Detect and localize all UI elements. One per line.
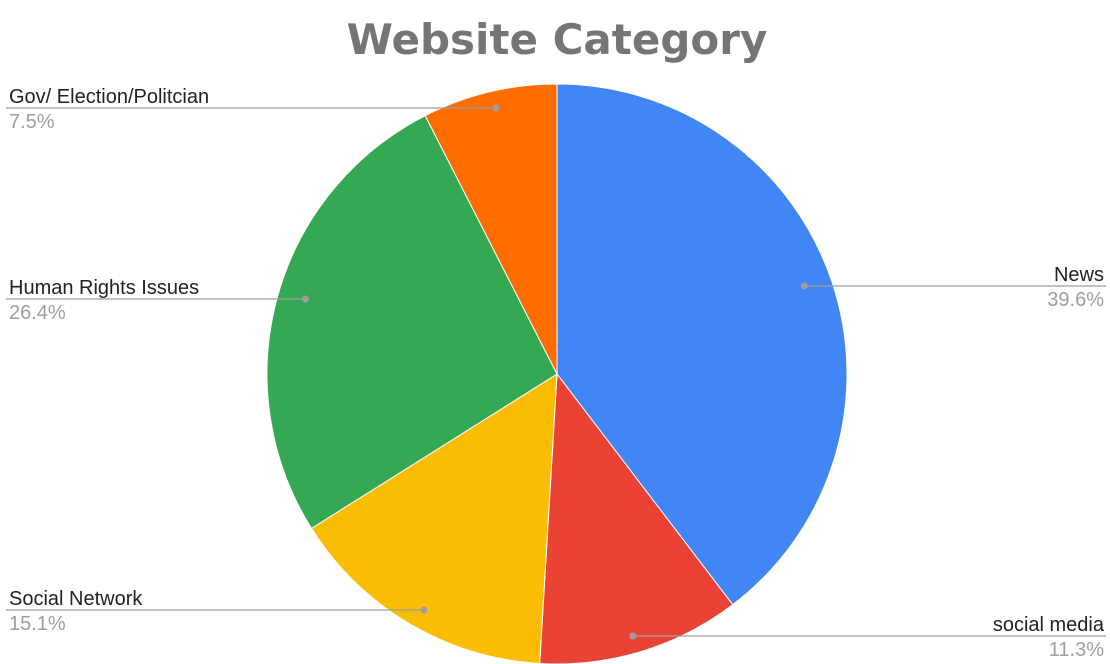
pie-slice-human-rights-issues xyxy=(266,114,558,530)
pie-slice-gov-election-politcian xyxy=(424,83,558,375)
slice-label-social-media: social media xyxy=(993,614,1105,636)
slice-percent-gov-election-politcian: 7.5% xyxy=(9,111,55,133)
pie-slice-news xyxy=(556,83,848,606)
slice-label-gov-election-politcian: Gov/ Election/Politcian xyxy=(9,86,209,108)
leader-dot-social-network xyxy=(420,606,428,614)
leader-dot-news xyxy=(800,282,808,290)
slice-label-human-rights-issues: Human Rights Issues xyxy=(9,277,199,299)
leader-dot-social-media xyxy=(629,632,637,640)
leader-dot-gov-election-politcian xyxy=(492,104,500,112)
pie-slices xyxy=(266,83,848,664)
slice-percent-social-media: 11.3% xyxy=(1049,639,1104,661)
pie-slice-social-network xyxy=(310,373,558,664)
chart-title: Website Category xyxy=(347,15,768,64)
leader-dot-human-rights-issues xyxy=(301,295,309,303)
slice-percent-social-network: 15.1% xyxy=(9,613,66,635)
slice-label-news: News xyxy=(1054,264,1104,286)
slice-labels: News 39.6% social media 11.3% Social Network… xyxy=(6,86,1106,661)
slice-label-social-network: Social Network xyxy=(9,588,143,610)
slice-percent-news: 39.6% xyxy=(1047,289,1104,311)
slice-percent-human-rights-issues: 26.4% xyxy=(9,302,66,324)
